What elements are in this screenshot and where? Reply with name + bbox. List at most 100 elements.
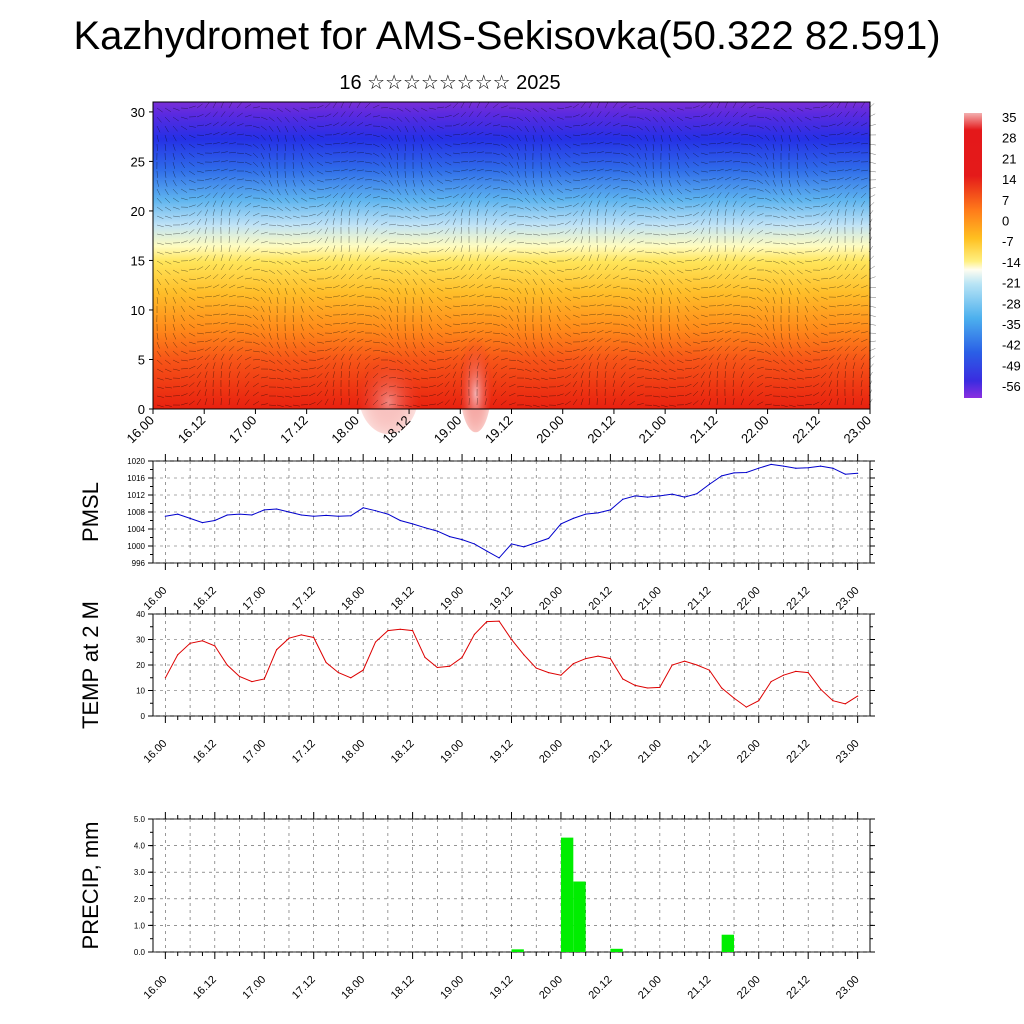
x-tick-label: 19.00 — [438, 974, 466, 1002]
data-point — [696, 493, 698, 495]
data-point — [436, 530, 438, 532]
precip-bar — [560, 837, 574, 952]
data-point — [412, 523, 414, 525]
x-tick-label: 17.00 — [226, 413, 260, 447]
data-point — [795, 670, 797, 672]
data-point — [177, 513, 179, 515]
x-tick-label: 20.00 — [533, 413, 567, 447]
data-point — [721, 687, 723, 689]
x-tick-label: 21.00 — [636, 413, 670, 447]
x-tick-label: 19.12 — [488, 738, 516, 766]
data-point — [238, 513, 241, 515]
y-tick-label: 1016 — [127, 474, 145, 483]
y-tick-label: 1000 — [127, 542, 145, 551]
data-point — [486, 621, 488, 623]
data-point — [708, 669, 710, 671]
data-point — [325, 661, 327, 664]
data-point — [782, 465, 785, 467]
data-point — [782, 674, 785, 676]
data-point — [214, 519, 216, 522]
data-point — [510, 638, 513, 641]
heatmap-field — [153, 102, 870, 409]
data-point — [585, 658, 587, 660]
x-tick-label: 22.00 — [735, 974, 763, 1002]
data-point — [498, 620, 500, 622]
data-point — [758, 700, 760, 702]
colorbar-label: 21 — [1002, 151, 1016, 166]
colorbar-label: 14 — [1002, 172, 1016, 187]
data-point — [337, 672, 340, 674]
data-point — [659, 495, 661, 497]
data-point — [659, 686, 661, 689]
x-tick-label: 17.12 — [277, 413, 311, 447]
data-point — [597, 512, 599, 514]
data-point — [523, 546, 525, 548]
data-point — [313, 636, 315, 639]
data-point — [535, 667, 537, 669]
y-tick-label: 0 — [141, 712, 146, 721]
y-tick-label: 1012 — [127, 491, 145, 500]
x-tick-label: 18.12 — [389, 974, 417, 1002]
data-point — [201, 522, 204, 524]
data-point — [189, 517, 191, 519]
data-point — [498, 557, 500, 559]
y-tick-label: 1020 — [127, 457, 145, 466]
y-axis-title: TEMP at 2 M — [78, 601, 103, 729]
x-tick-label: 19.00 — [438, 738, 466, 766]
data-point — [276, 508, 278, 510]
data-point — [733, 472, 735, 474]
data-point — [721, 475, 723, 477]
colorbar-label: -21 — [1002, 276, 1021, 291]
y-tick-label: 996 — [132, 559, 146, 568]
data-point — [461, 656, 463, 658]
colorbar-label: -35 — [1002, 317, 1021, 332]
y-tick-label: 20 — [136, 661, 145, 670]
colorbar-label: -42 — [1002, 338, 1021, 353]
data-point — [362, 507, 364, 509]
chart-date-label: 16 ☆☆☆☆☆☆☆☆ 2025 — [339, 72, 561, 94]
data-point — [226, 514, 228, 516]
y-tick-label: 10 — [136, 687, 145, 696]
data-point — [832, 467, 834, 469]
data-point — [436, 666, 438, 669]
data-point — [646, 496, 649, 498]
colorbar-label: -56 — [1002, 379, 1021, 394]
data-point — [263, 509, 265, 511]
data-point — [671, 664, 673, 666]
y-tick-label: 4.0 — [134, 842, 146, 851]
data-point — [424, 527, 426, 529]
data-point — [399, 519, 401, 522]
data-point — [535, 542, 537, 544]
y-tick-label: 0.0 — [134, 948, 146, 957]
heatmap-hotspot — [459, 336, 492, 433]
data-point — [238, 675, 241, 678]
colorbar-label: -28 — [1002, 296, 1021, 311]
y-tick-label: 2.0 — [134, 895, 146, 904]
data-point — [201, 640, 204, 642]
data-point — [560, 674, 562, 676]
x-tick-label: 19.00 — [431, 413, 465, 447]
y-tick-label: 0 — [138, 402, 145, 417]
data-point — [473, 543, 476, 545]
data-point — [597, 655, 599, 657]
data-point — [634, 495, 636, 497]
data-point — [857, 472, 859, 474]
x-tick-label: 23.00 — [834, 738, 862, 766]
x-tick-label: 21.00 — [636, 738, 664, 766]
data-point — [263, 678, 265, 680]
x-tick-label: 17.00 — [240, 974, 268, 1002]
y-tick-label: 40 — [136, 610, 145, 619]
data-point — [523, 654, 525, 656]
data-point — [486, 550, 488, 552]
x-tick-label: 16.12 — [175, 413, 209, 447]
y-tick-label: 20 — [131, 204, 145, 219]
x-tick-label: 20.00 — [537, 738, 565, 766]
data-point — [745, 471, 747, 474]
data-point — [473, 633, 476, 636]
data-point — [609, 658, 611, 660]
x-tick-label: 20.12 — [587, 974, 615, 1002]
data-point — [325, 514, 327, 517]
colorbar-label: 35 — [1002, 110, 1016, 125]
y-tick-label: 25 — [131, 154, 145, 169]
